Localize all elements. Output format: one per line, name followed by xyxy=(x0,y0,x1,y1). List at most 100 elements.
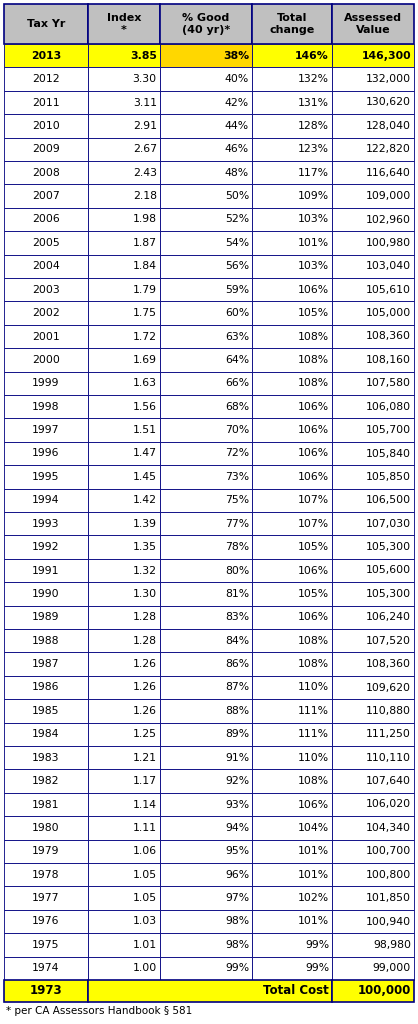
Bar xyxy=(252,769,332,793)
Bar xyxy=(332,68,414,91)
Text: 1.26: 1.26 xyxy=(133,683,157,692)
Bar xyxy=(160,676,252,699)
Bar xyxy=(88,301,160,325)
Text: 106,240: 106,240 xyxy=(366,612,411,623)
Text: 105,000: 105,000 xyxy=(366,308,411,318)
Bar xyxy=(4,91,88,115)
Text: 1977: 1977 xyxy=(32,893,60,903)
Bar xyxy=(4,863,88,887)
Bar xyxy=(4,933,88,956)
Bar xyxy=(4,676,88,699)
Bar xyxy=(252,91,332,115)
Text: 110,880: 110,880 xyxy=(366,706,411,716)
Text: 1.21: 1.21 xyxy=(133,753,157,763)
Text: 99%: 99% xyxy=(305,964,329,973)
Text: 1.87: 1.87 xyxy=(133,238,157,248)
Text: 108,360: 108,360 xyxy=(366,659,411,669)
Text: 88%: 88% xyxy=(225,706,249,716)
Bar xyxy=(160,559,252,583)
Text: 2.91: 2.91 xyxy=(133,121,157,131)
Text: 91%: 91% xyxy=(225,753,249,763)
Bar xyxy=(252,441,332,465)
Text: 1.30: 1.30 xyxy=(133,589,157,599)
Text: 3.11: 3.11 xyxy=(133,97,157,108)
Text: 105%: 105% xyxy=(298,589,329,599)
Text: 110%: 110% xyxy=(298,753,329,763)
Text: 1.79: 1.79 xyxy=(133,285,157,295)
Bar xyxy=(4,395,88,419)
Text: 1.03: 1.03 xyxy=(133,916,157,927)
Text: 1.00: 1.00 xyxy=(133,964,157,973)
Text: 111%: 111% xyxy=(298,729,329,739)
Bar xyxy=(252,465,332,488)
Text: Assessed
Value: Assessed Value xyxy=(344,13,402,35)
Bar xyxy=(332,887,414,909)
Text: 56%: 56% xyxy=(225,261,249,271)
Text: 1.42: 1.42 xyxy=(133,496,157,505)
Text: 99%: 99% xyxy=(305,940,329,950)
Text: 1.51: 1.51 xyxy=(133,425,157,435)
Bar xyxy=(4,372,88,395)
Text: 1.84: 1.84 xyxy=(133,261,157,271)
Text: 1988: 1988 xyxy=(32,636,60,646)
Text: 1.28: 1.28 xyxy=(133,612,157,623)
Bar xyxy=(88,44,160,68)
Bar xyxy=(88,840,160,863)
Text: 1987: 1987 xyxy=(32,659,60,669)
Text: 78%: 78% xyxy=(225,542,249,552)
Text: 107,580: 107,580 xyxy=(366,378,411,388)
Bar xyxy=(252,887,332,909)
Bar xyxy=(160,395,252,419)
Bar xyxy=(252,746,332,769)
Bar xyxy=(4,137,88,161)
Text: 2.43: 2.43 xyxy=(133,168,157,178)
Text: 46%: 46% xyxy=(225,144,249,155)
Bar xyxy=(252,676,332,699)
Text: 106,020: 106,020 xyxy=(366,800,411,810)
Bar xyxy=(252,4,332,44)
Bar xyxy=(4,184,88,208)
Text: 89%: 89% xyxy=(225,729,249,739)
Bar xyxy=(4,769,88,793)
Text: 1973: 1973 xyxy=(30,984,62,997)
Bar xyxy=(160,115,252,137)
Bar xyxy=(88,980,332,1002)
Text: 1.26: 1.26 xyxy=(133,706,157,716)
Bar xyxy=(252,629,332,652)
Bar xyxy=(160,816,252,840)
Text: 105,700: 105,700 xyxy=(366,425,411,435)
Text: 106,080: 106,080 xyxy=(366,401,411,412)
Bar xyxy=(332,909,414,933)
Text: 63%: 63% xyxy=(225,332,249,341)
Text: 2013: 2013 xyxy=(31,51,61,60)
Text: 2000: 2000 xyxy=(32,355,60,365)
Bar xyxy=(332,512,414,536)
Text: 100,000: 100,000 xyxy=(358,984,411,997)
Text: 1992: 1992 xyxy=(32,542,60,552)
Bar xyxy=(4,909,88,933)
Bar xyxy=(4,68,88,91)
Text: 84%: 84% xyxy=(225,636,249,646)
Text: 116,640: 116,640 xyxy=(366,168,411,178)
Text: 101,850: 101,850 xyxy=(366,893,411,903)
Text: 1986: 1986 xyxy=(32,683,60,692)
Text: 103%: 103% xyxy=(298,261,329,271)
Text: 105,610: 105,610 xyxy=(366,285,411,295)
Text: 2011: 2011 xyxy=(32,97,60,108)
Text: 105,600: 105,600 xyxy=(366,565,411,575)
Bar xyxy=(252,372,332,395)
Text: 132%: 132% xyxy=(298,74,329,84)
Text: 1.25: 1.25 xyxy=(133,729,157,739)
Text: 109,000: 109,000 xyxy=(366,191,411,201)
Bar xyxy=(252,488,332,512)
Bar xyxy=(160,793,252,816)
Text: 104,340: 104,340 xyxy=(366,823,411,833)
Text: 75%: 75% xyxy=(225,496,249,505)
Text: 2.67: 2.67 xyxy=(133,144,157,155)
Bar xyxy=(160,652,252,676)
Bar xyxy=(252,840,332,863)
Text: 106%: 106% xyxy=(298,401,329,412)
Text: 1.69: 1.69 xyxy=(133,355,157,365)
Text: 2006: 2006 xyxy=(32,214,60,224)
Bar xyxy=(4,465,88,488)
